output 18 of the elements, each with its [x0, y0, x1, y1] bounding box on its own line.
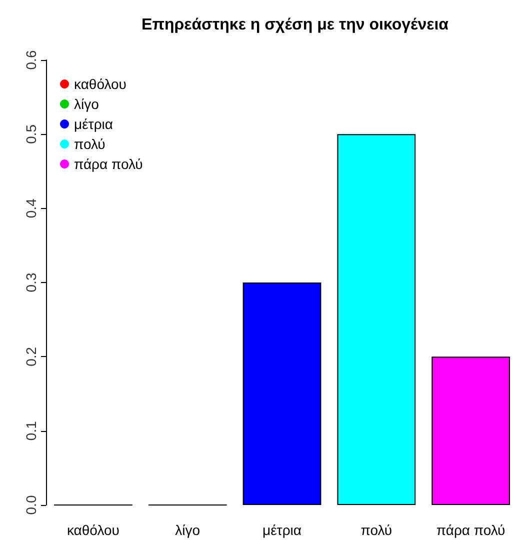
- x-tick-label: πολύ: [360, 522, 392, 538]
- legend-label: πάρα πολύ: [74, 156, 143, 172]
- x-tick-label: καθόλου: [66, 522, 120, 538]
- y-tick-label: 0.1: [23, 420, 39, 441]
- y-tick-label: 0.5: [23, 124, 39, 144]
- legend-label: λίγο: [74, 96, 100, 112]
- x-tick-label: λίγο: [175, 522, 200, 538]
- y-tick-label: 0.4: [23, 198, 39, 218]
- x-tick-label: πάρα πολύ: [436, 522, 506, 538]
- y-tick-label: 0.6: [23, 50, 39, 70]
- y-tick-label: 0.3: [23, 272, 39, 292]
- legend-label: μέτρια: [74, 116, 114, 132]
- chart-title: Επηρεάστηκε η σχέση με την οικογένεια: [142, 16, 449, 34]
- legend-label: καθόλου: [74, 76, 126, 92]
- y-tick-label: 0.0: [23, 495, 39, 515]
- x-tick-label: μέτρια: [262, 522, 302, 538]
- legend-label: πολύ: [74, 136, 106, 152]
- y-tick-label: 0.2: [23, 346, 39, 366]
